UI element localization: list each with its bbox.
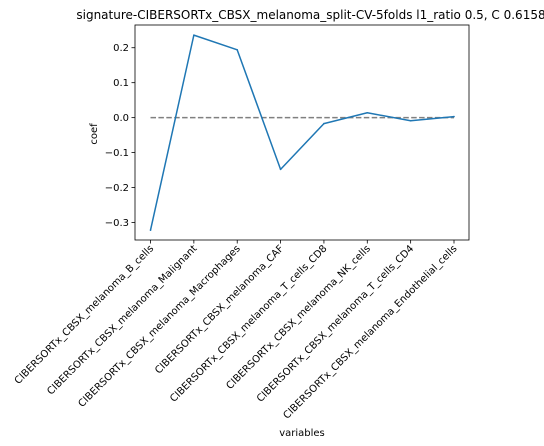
data-point <box>323 122 325 125</box>
y-axis-label: coef <box>89 123 100 145</box>
data-point <box>366 111 369 114</box>
y-tick-label: 0.1 <box>113 78 129 89</box>
series-line <box>149 34 455 231</box>
y-tick-label: −0.1 <box>105 148 129 159</box>
y-tick-label: 0.2 <box>113 43 129 54</box>
y-tick-label: 0.0 <box>113 113 129 124</box>
axes-frame <box>134 24 470 241</box>
data-point <box>409 119 412 122</box>
y-tick-label: −0.3 <box>105 218 129 229</box>
data-point <box>279 168 282 171</box>
x-axis-label: variables <box>279 428 325 439</box>
data-point <box>236 49 239 51</box>
data-point <box>453 115 455 118</box>
data-point <box>149 229 152 232</box>
chart-title: signature-CIBERSORTx_CBSX_melanoma_split… <box>76 8 544 22</box>
data-point <box>193 34 195 36</box>
y-tick-label: −0.2 <box>105 183 129 194</box>
